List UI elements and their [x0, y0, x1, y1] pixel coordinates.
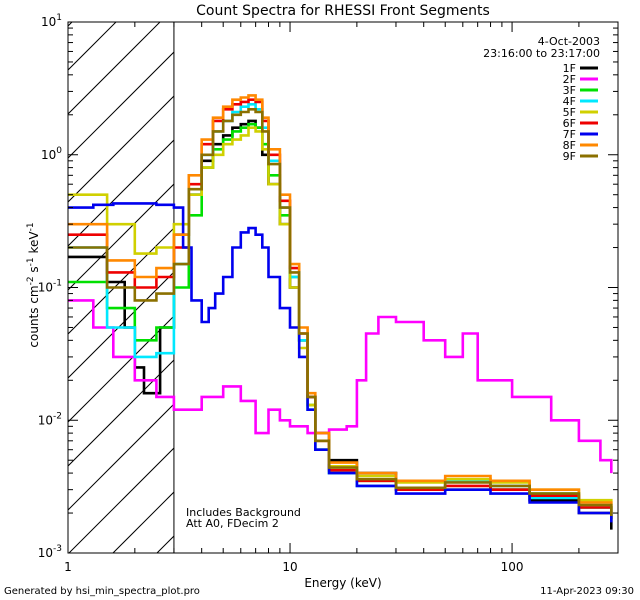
legend-label: 5F — [563, 106, 576, 119]
x-axis-label: Energy (keV) — [304, 576, 381, 590]
legend-label: 2F — [563, 73, 576, 86]
y-tick-label: 101 — [41, 13, 62, 29]
hatch-line — [68, 403, 174, 511]
note-background: Includes Background — [186, 506, 301, 519]
hatched-region — [0, 22, 174, 553]
footer-generated-by: Generated by hsi_min_spectra_plot.pro — [4, 586, 200, 597]
series-7f-line — [68, 202, 613, 523]
legend-label: 8F — [563, 139, 576, 152]
y-tick-label: 10-2 — [38, 411, 62, 427]
series-6f-line — [68, 98, 613, 520]
series-5f-line — [68, 126, 613, 508]
x-tick-label: 10 — [282, 560, 297, 574]
y-tick-label: 10-1 — [38, 279, 62, 295]
y-tick-label: 100 — [41, 146, 62, 162]
series-8f-line — [68, 94, 613, 513]
time-range: 23:16:00 to 23:17:00 — [483, 47, 600, 60]
legend-label: 7F — [563, 128, 576, 141]
x-tick-label: 100 — [501, 560, 524, 574]
legend-label: 3F — [563, 84, 576, 97]
hatch-line — [0, 22, 28, 553]
legend-label: 6F — [563, 117, 576, 130]
hatch-line — [68, 51, 174, 159]
hatch-line — [68, 447, 174, 553]
y-axis-label: counts cm-2 s-1 keV-1 — [26, 222, 41, 347]
series-2f-line — [68, 299, 613, 474]
chart-title: Count Spectra for RHESSI Front Segments — [196, 3, 490, 19]
legend-label: 4F — [563, 95, 576, 108]
x-tick-label: 1 — [64, 560, 72, 574]
hatch-line — [68, 271, 174, 379]
y-tick-label: 10-3 — [38, 544, 62, 560]
hatch-line — [68, 22, 161, 115]
observation-date: 4-Oct-2003 — [538, 35, 600, 48]
footer-timestamp: 11-Apr-2023 09:30 — [540, 586, 634, 597]
legend-label: 1F — [563, 62, 576, 75]
series-4f-line — [68, 103, 613, 520]
legend-label: 9F — [563, 150, 576, 163]
hatch-line — [68, 359, 174, 467]
note-attenuator: Att A0, FDecim 2 — [186, 517, 279, 530]
hatch-line — [68, 95, 174, 203]
series-9f-line — [68, 108, 613, 516]
